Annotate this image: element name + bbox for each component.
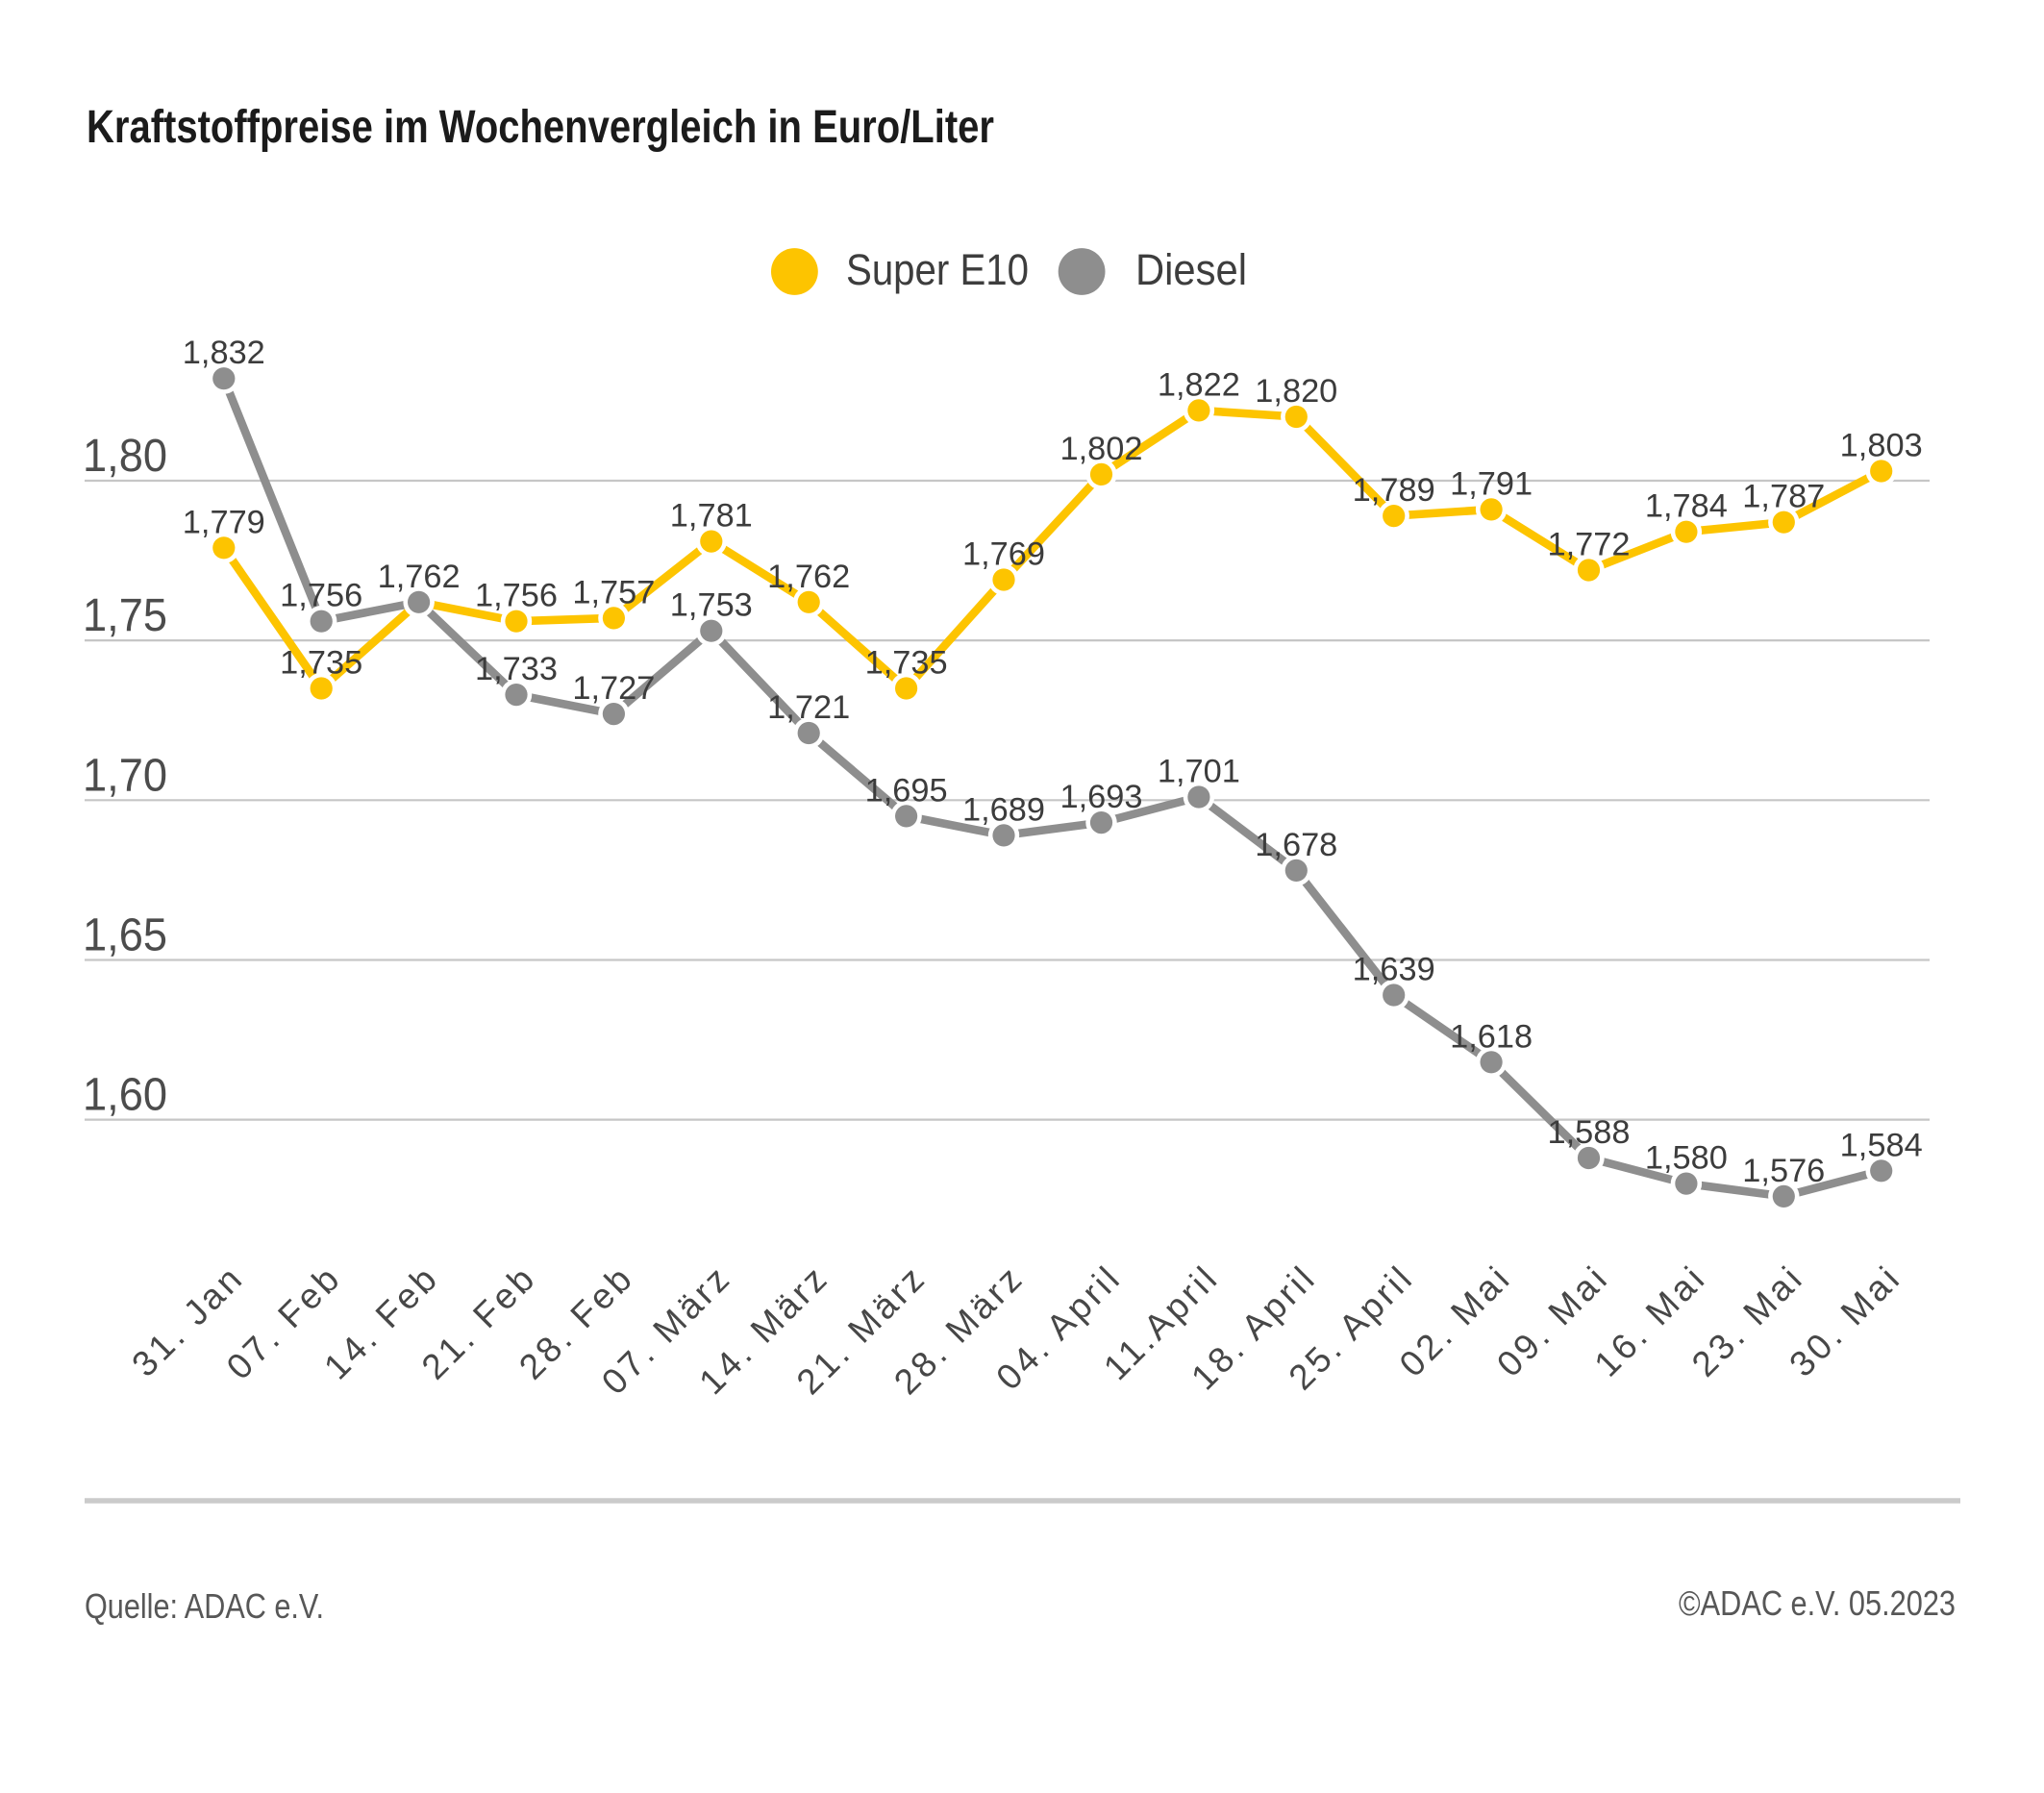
svg-text:1,802: 1,802 <box>1060 431 1143 467</box>
svg-text:1,791: 1,791 <box>1450 465 1533 502</box>
svg-text:1,584: 1,584 <box>1840 1127 1923 1163</box>
svg-text:Kraftstoffpreise im Wochenverg: Kraftstoffpreise im Wochenvergleich in E… <box>87 102 994 153</box>
svg-text:Super E10: Super E10 <box>846 245 1029 294</box>
svg-text:©ADAC e.V. 05.2023: ©ADAC e.V. 05.2023 <box>1679 1583 1956 1623</box>
svg-text:1,757: 1,757 <box>572 574 655 610</box>
svg-text:1,588: 1,588 <box>1548 1114 1631 1151</box>
svg-text:1,789: 1,789 <box>1353 472 1435 509</box>
svg-text:Diesel: Diesel <box>1135 245 1247 294</box>
svg-text:1,701: 1,701 <box>1158 754 1240 790</box>
svg-text:1,769: 1,769 <box>962 536 1045 573</box>
svg-text:1,75: 1,75 <box>83 590 167 641</box>
svg-text:1,784: 1,784 <box>1645 488 1728 525</box>
svg-text:1,70: 1,70 <box>83 750 167 801</box>
svg-text:1,832: 1,832 <box>183 335 265 371</box>
svg-text:1,820: 1,820 <box>1255 373 1337 410</box>
svg-text:1,576: 1,576 <box>1742 1153 1825 1189</box>
svg-text:Quelle: ADAC e.V.: Quelle: ADAC e.V. <box>85 1586 324 1626</box>
svg-text:1,762: 1,762 <box>378 559 461 595</box>
svg-text:1,787: 1,787 <box>1742 479 1825 515</box>
svg-text:1,822: 1,822 <box>1158 366 1240 403</box>
svg-text:1,678: 1,678 <box>1255 827 1337 863</box>
svg-text:1,693: 1,693 <box>1060 779 1143 815</box>
svg-text:1,779: 1,779 <box>183 504 265 540</box>
svg-text:1,60: 1,60 <box>83 1070 167 1121</box>
svg-text:1,727: 1,727 <box>572 670 655 707</box>
svg-text:1,721: 1,721 <box>767 689 850 726</box>
svg-text:1,733: 1,733 <box>475 651 558 687</box>
svg-text:1,781: 1,781 <box>670 498 753 535</box>
svg-text:1,618: 1,618 <box>1450 1018 1533 1055</box>
svg-text:1,735: 1,735 <box>280 645 362 682</box>
svg-text:1,65: 1,65 <box>83 910 167 961</box>
svg-text:1,695: 1,695 <box>865 772 948 809</box>
svg-text:1,639: 1,639 <box>1353 952 1435 988</box>
svg-text:1,689: 1,689 <box>962 791 1045 828</box>
svg-text:1,772: 1,772 <box>1548 527 1631 563</box>
svg-text:1,80: 1,80 <box>83 431 167 482</box>
svg-text:1,803: 1,803 <box>1840 428 1923 464</box>
svg-text:1,756: 1,756 <box>280 578 362 614</box>
svg-text:1,762: 1,762 <box>767 559 850 595</box>
svg-text:1,735: 1,735 <box>865 645 948 682</box>
svg-text:1,753: 1,753 <box>670 587 753 624</box>
svg-text:1,756: 1,756 <box>475 578 558 614</box>
svg-text:1,580: 1,580 <box>1645 1140 1728 1177</box>
